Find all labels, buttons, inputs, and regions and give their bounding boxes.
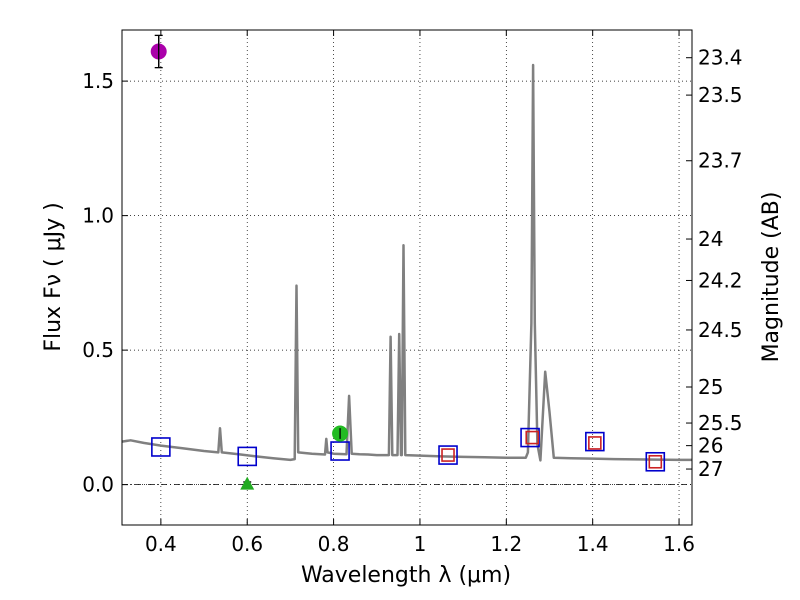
y-axis-ticks: 0.0 0.5 1.0 1.5 [82, 69, 128, 497]
x-tick-label: 1.6 [663, 532, 695, 556]
x-tick-label: 1.4 [577, 532, 609, 556]
model-photometry-square [438, 445, 458, 465]
y-tick-label: 1.0 [82, 204, 114, 228]
nir-photometry-square [588, 436, 602, 450]
nir-photometry-square [648, 454, 663, 469]
right-tick-label: 25.5 [698, 411, 743, 435]
model-photometry-square [151, 437, 171, 457]
x-tick-label: 0.8 [318, 532, 350, 556]
right-tick-label: 26 [698, 434, 723, 458]
right-tick-label: 27 [698, 457, 723, 481]
x-tick-label: 1 [414, 532, 427, 556]
right-tick-label: 23.5 [698, 83, 743, 107]
model-photometry-square [585, 431, 605, 452]
x-axis-label: Wavelength λ (μm) [301, 563, 511, 588]
y-tick-label: 1.5 [82, 69, 114, 93]
y-tick-label: 0.0 [82, 473, 114, 497]
x-axis-ticks: 0.4 0.6 0.8 1 1.2 1.4 1.6 [145, 30, 695, 556]
x-tick-label: 1.2 [490, 532, 522, 556]
right-tick-label: 24.2 [698, 268, 743, 292]
sed-model-line [121, 63, 692, 462]
series-layer [121, 34, 692, 490]
nir-photometry-square [525, 430, 540, 445]
right-tick-label: 25 [698, 375, 723, 399]
model-photometry-square [520, 427, 540, 448]
model-photometry-square [237, 446, 258, 467]
model-photometry-square [330, 441, 350, 461]
axes-frame [121, 29, 693, 526]
x-tick-label: 0.4 [145, 532, 177, 556]
right-tick-label: 24 [698, 227, 723, 251]
right-tick-label: 23.4 [698, 46, 743, 70]
nir-photometry-square [441, 448, 455, 462]
x-tick-label: 0.6 [231, 532, 263, 556]
right-axis-label: Magnitude (AB) [759, 192, 784, 363]
y-axis-label: Flux Fν ( μJy ) [41, 202, 66, 351]
upper-limit-marker [240, 476, 255, 490]
model-photometry-square [645, 451, 666, 472]
right-tick-label: 23.7 [698, 149, 743, 173]
right-tick-label: 24.5 [698, 318, 743, 342]
y-tick-label: 0.5 [82, 338, 114, 362]
